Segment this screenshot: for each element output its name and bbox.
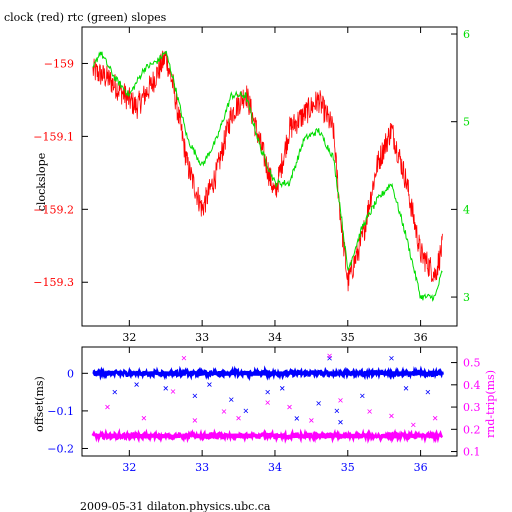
roundtrip-point — [432, 415, 438, 421]
bottom-x-tick-label: 34 — [268, 461, 282, 474]
bottom-plot-frame — [81, 346, 458, 457]
bottom-series-group — [91, 353, 444, 444]
roundtrip-point — [141, 415, 147, 421]
bottom-x-tick-label: 33 — [195, 461, 209, 474]
offset-point — [228, 397, 234, 402]
roundtrip-point — [411, 422, 416, 428]
roundtrip-point — [170, 389, 176, 394]
bottom-y2label: rnd-trip(ms) — [484, 370, 497, 438]
top-series-group — [92, 50, 443, 302]
roundtrip-point — [287, 404, 292, 410]
top-x-tick-label: 36 — [414, 331, 428, 344]
roundtrip-point — [105, 404, 110, 410]
offset-point — [316, 401, 321, 406]
top-y-tick-label: −159.1 — [33, 130, 74, 143]
top-x-tick-label: 33 — [195, 331, 209, 344]
top-plot-frame — [81, 26, 458, 327]
bottom-x-tick-label: 32 — [122, 461, 136, 474]
bottom-ylabel: offset(ms) — [33, 376, 46, 432]
top-y-tick-label: −159.2 — [33, 203, 74, 216]
roundtrip-point — [389, 413, 394, 419]
top-y2-tick-label: 5 — [463, 116, 470, 129]
top-y2-tick-label: 6 — [463, 28, 470, 41]
roundtrip-point — [367, 409, 372, 414]
offset-point — [389, 355, 394, 361]
top-y2-tick-label: 3 — [463, 291, 470, 304]
roundtrip-point — [221, 409, 227, 414]
offset-point — [163, 386, 169, 391]
offset-point — [338, 419, 343, 425]
offset-point — [360, 393, 365, 399]
series-roundtrip-band — [91, 427, 444, 444]
roundtrip-point — [265, 400, 270, 405]
roundtrip-point — [338, 398, 343, 403]
chart-title: clock (red) rtc (green) slopes — [4, 11, 167, 24]
bottom-y2-tick-label: 0.4 — [463, 379, 481, 392]
top-x-tick-label: 34 — [268, 331, 282, 344]
bottom-y-tick-label: 0 — [67, 367, 74, 380]
offset-point — [112, 389, 118, 395]
offset-point — [425, 389, 431, 395]
bottom-y2-tick-label: 0.2 — [463, 423, 481, 436]
bottom-axis-ticks: 32 33 34 35 36 −0.2 −0.1 0 0.1 0.2 0.3 0.4 0.5 — [47, 347, 481, 474]
top-ylabel: clockslope — [35, 153, 48, 211]
roundtrip-point — [236, 415, 241, 421]
series-rtc-line — [92, 50, 443, 302]
bottom-y2-tick-label: 0.5 — [463, 357, 481, 370]
bottom-x-tick-label: 35 — [341, 461, 355, 474]
bottom-y2-tick-label: 0.1 — [463, 446, 481, 459]
top-x-tick-label: 35 — [341, 331, 355, 344]
top-x-tick-label: 32 — [122, 331, 136, 344]
offset-point — [334, 408, 340, 414]
roundtrip-point — [309, 418, 314, 423]
offset-point — [192, 393, 198, 399]
offset-point — [207, 382, 212, 387]
series-offset-band — [92, 365, 444, 382]
top-y-tick-label: −159 — [44, 57, 74, 70]
offset-point — [134, 382, 139, 387]
roundtrip-point — [192, 418, 198, 423]
offset-point — [265, 389, 270, 395]
bottom-y-tick-label: −0.1 — [47, 405, 74, 418]
offset-point — [279, 386, 285, 391]
top-y2-tick-label: 4 — [463, 203, 470, 216]
roundtrip-point — [327, 353, 332, 359]
bottom-y2-tick-label: 0.3 — [463, 401, 481, 414]
offset-point — [294, 416, 300, 421]
bottom-y-tick-label: −0.2 — [47, 442, 74, 455]
footer-text: 2009-05-31 dilaton.physics.ubc.ca — [80, 500, 271, 512]
top-y-tick-label: −159.3 — [33, 276, 74, 289]
bottom-x-tick-label: 36 — [414, 461, 428, 474]
roundtrip-point — [181, 355, 187, 361]
series-clock-line — [92, 50, 443, 292]
offset-point — [403, 386, 409, 391]
offset-point — [243, 408, 249, 414]
